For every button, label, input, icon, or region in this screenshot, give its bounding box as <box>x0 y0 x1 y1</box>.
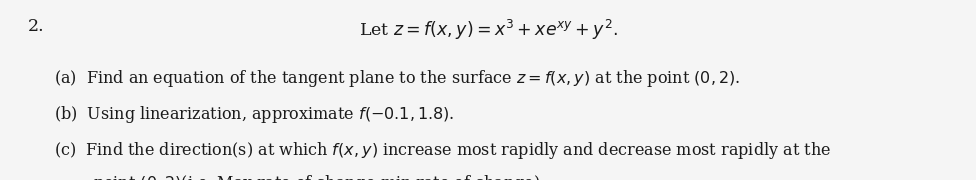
Text: 2.: 2. <box>27 18 44 35</box>
Text: (c)  Find the direction(s) at which $f(x, y)$ increase most rapidly and decrease: (c) Find the direction(s) at which $f(x,… <box>54 140 831 161</box>
Text: (a)  Find an equation of the tangent plane to the surface $z = f(x, y)$ at the p: (a) Find an equation of the tangent plan… <box>54 68 740 89</box>
Text: Let $z = f(x, y) = x^3 + xe^{xy} + y^2.$: Let $z = f(x, y) = x^3 + xe^{xy} + y^2.$ <box>358 18 618 42</box>
Text: point $(0, 2)$(i.e. Max rate of change-min rate of change).: point $(0, 2)$(i.e. Max rate of change-m… <box>93 173 545 180</box>
Text: (b)  Using linearization, approximate $f(-0.1, 1.8)$.: (b) Using linearization, approximate $f(… <box>54 104 454 125</box>
